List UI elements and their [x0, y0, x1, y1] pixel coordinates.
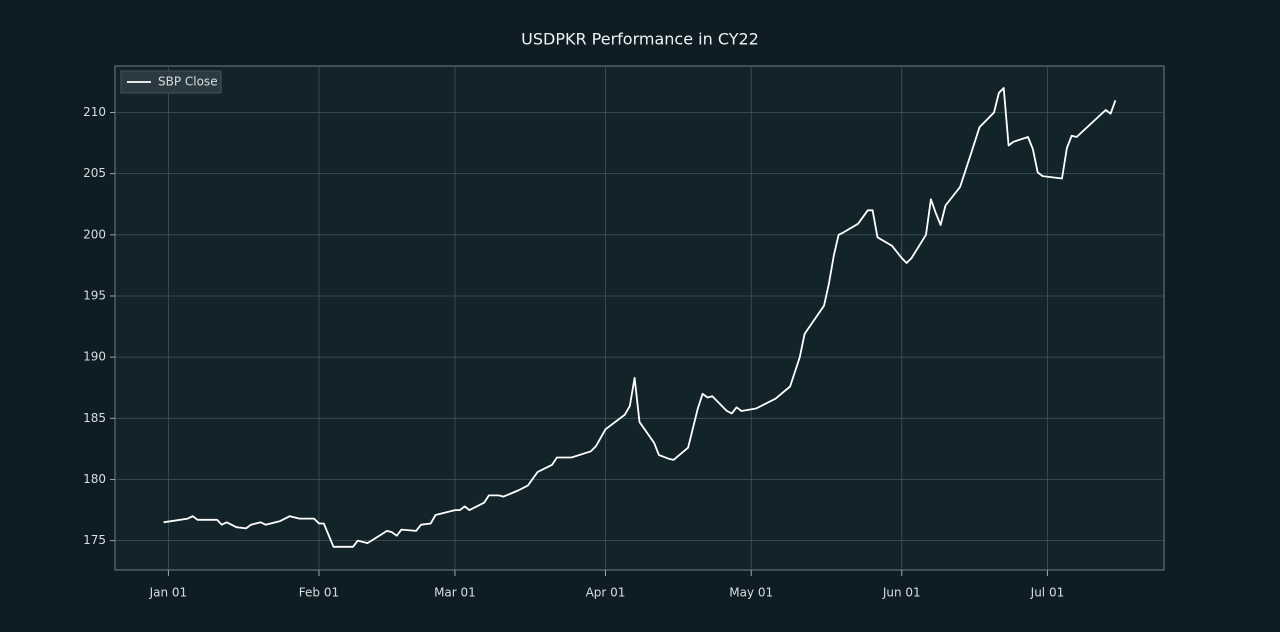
legend-label: SBP Close [158, 75, 218, 89]
x-tick-label: Jun 01 [882, 586, 921, 600]
x-tick-label: Feb 01 [299, 586, 339, 600]
y-tick-label: 185 [83, 411, 106, 425]
y-tick-label: 190 [83, 350, 106, 364]
plot-area [114, 65, 1165, 571]
x-tick-label: Apr 01 [586, 586, 626, 600]
y-tick-label: 175 [83, 533, 106, 547]
line [163, 87, 1117, 548]
y-tick-label: 195 [83, 288, 106, 302]
x-tick-label: Jul 01 [1030, 586, 1065, 600]
x-tick-label: Jan 01 [149, 586, 188, 600]
chart-title: USDPKR Performance in CY22 [521, 30, 759, 49]
y-tick-label: 210 [83, 105, 106, 119]
legend-box [120, 70, 222, 94]
y-tick-label: 200 [83, 227, 106, 241]
y-tick-label: 205 [83, 166, 106, 180]
y-tick-label: 180 [83, 472, 106, 486]
x-tick-label: May 01 [729, 586, 773, 600]
x-tick-label: Mar 01 [434, 586, 476, 600]
